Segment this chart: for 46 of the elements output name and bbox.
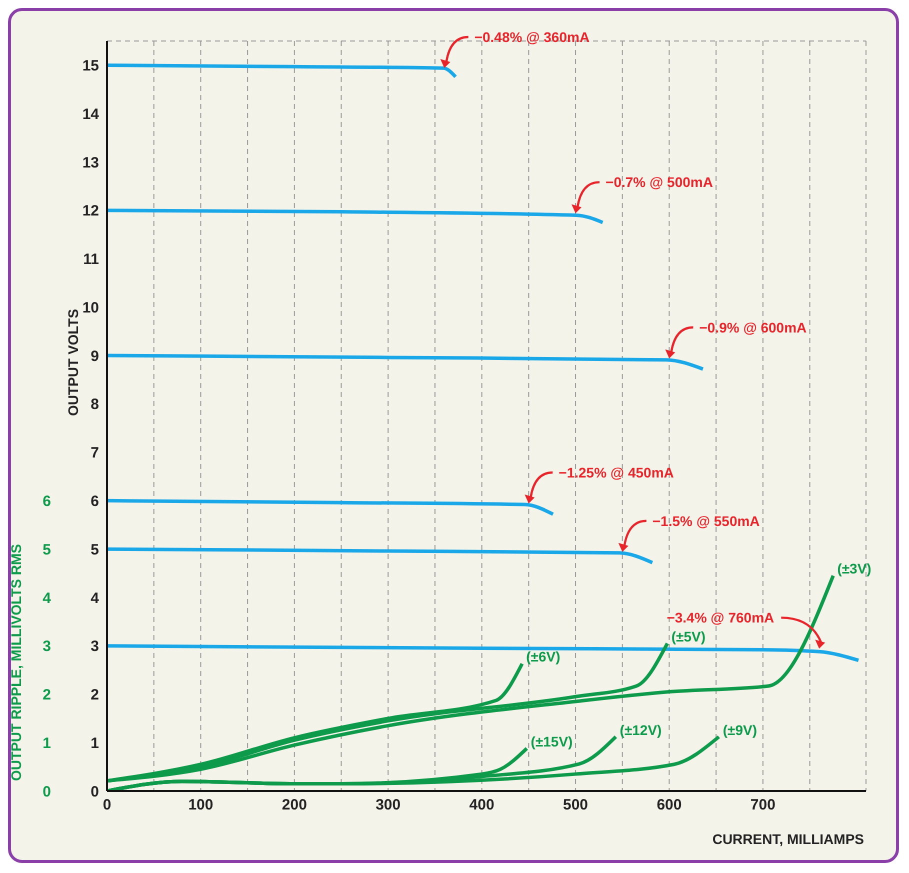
- annotation: −0.9% @ 600mA: [699, 319, 807, 336]
- annotation: −1.25% @ 450mA: [558, 464, 674, 481]
- series-label: (±9V): [722, 722, 758, 738]
- annotation: −0.48% @ 360mA: [474, 29, 590, 46]
- y-tick-label: 8: [90, 396, 99, 414]
- y-tick-label: 3: [90, 638, 99, 656]
- y-tick-label: 7: [90, 444, 99, 462]
- y-tick-label: 6: [90, 493, 99, 510]
- y-tick-label: 15: [82, 58, 99, 75]
- series-label: (±6V): [526, 648, 560, 665]
- annotation: −1.5% @ 550mA: [652, 512, 760, 529]
- y-axis-title: OUTPUT VOLTS: [64, 308, 81, 416]
- series-label: (±3V): [837, 560, 872, 577]
- y-tick-label: 9: [90, 348, 99, 365]
- y-tick-label: 13: [82, 154, 99, 172]
- y2-tick-label: 3: [42, 638, 51, 656]
- y2-tick-label: 6: [42, 493, 51, 510]
- y-tick-label: 4: [90, 590, 100, 607]
- series-label: (±12V): [620, 722, 662, 738]
- annotation: −0.7% @ 500mA: [606, 174, 713, 190]
- series-label: (±15V): [530, 733, 573, 750]
- y-tick-label: 0: [90, 783, 99, 800]
- x-tick-label: 0: [102, 796, 112, 814]
- y-tick-label: 1: [90, 734, 99, 752]
- y2-tick-label: 0: [42, 783, 51, 800]
- y-tick-label: 10: [82, 299, 99, 316]
- x-tick-label: 700: [750, 796, 776, 814]
- x-tick-label: 200: [282, 796, 307, 814]
- x-tick-label: 100: [188, 796, 214, 814]
- y2-tick-label: 1: [42, 734, 51, 752]
- y-tick-label: 11: [83, 251, 99, 268]
- y-tick-label: 2: [90, 686, 99, 704]
- y-tick-label: 12: [82, 202, 99, 220]
- x-tick-label: 300: [376, 796, 401, 814]
- x-tick-label: 600: [656, 796, 682, 814]
- y2-tick-label: 5: [42, 541, 51, 558]
- series-label: (±5V): [671, 628, 706, 644]
- y2-axis-title: OUTPUT RIPPLE, MILLIVOLTS RMS: [8, 544, 24, 781]
- y-tick-label: 14: [82, 106, 100, 123]
- y2-tick-label: 4: [42, 590, 52, 607]
- y-tick-label: 5: [90, 541, 99, 558]
- x-axis-title: CURRENT, MILLIAMPS: [712, 831, 864, 847]
- x-tick-label: 500: [563, 796, 588, 814]
- annotation: −3.4% @ 760mA: [666, 610, 774, 626]
- y2-tick-label: 2: [42, 686, 51, 704]
- x-tick-label: 400: [469, 796, 494, 814]
